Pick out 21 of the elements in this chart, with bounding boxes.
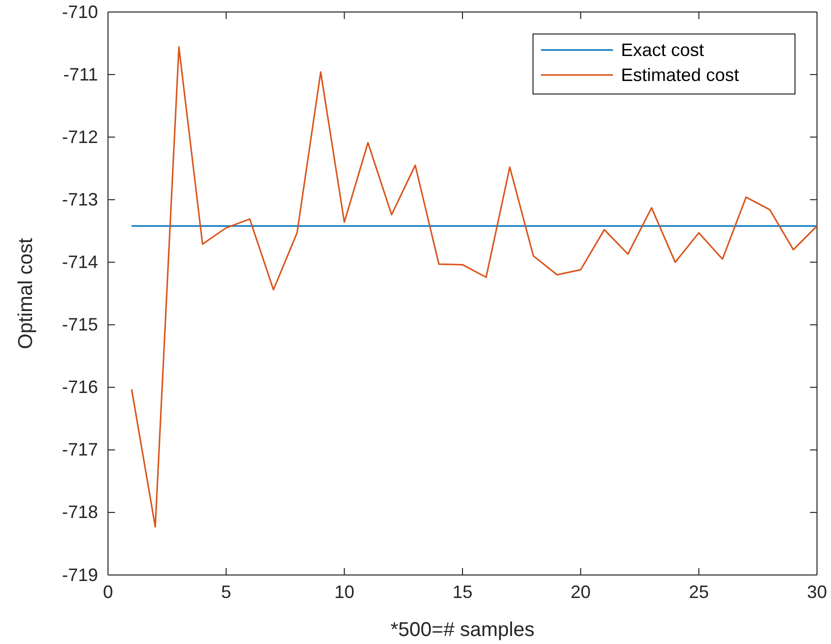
x-tick-label: 5 xyxy=(221,582,232,602)
x-tick-label: 30 xyxy=(806,582,828,602)
y-tick-label: -717 xyxy=(62,440,98,460)
y-tick-label: -712 xyxy=(62,126,98,147)
x-tick-label: 10 xyxy=(334,582,354,602)
y-tick-label: -713 xyxy=(62,189,98,210)
y-tick-label: -718 xyxy=(62,502,98,522)
y-tick-label: -711 xyxy=(63,64,98,84)
x-tick-label: 0 xyxy=(102,582,114,602)
x-tick-label: 20 xyxy=(570,582,591,602)
y-axis-title: Optimal cost xyxy=(15,237,37,350)
legend-label: Exact cost xyxy=(621,40,704,60)
x-tick-label: 15 xyxy=(452,582,473,602)
y-tick-label: -710 xyxy=(62,2,98,22)
x-axis-title: *500=# samples xyxy=(390,619,534,641)
y-tick-label: -716 xyxy=(62,377,98,398)
y-tick-label: -719 xyxy=(62,564,98,585)
y-tick-label: -714 xyxy=(62,252,98,272)
y-tick-label: -715 xyxy=(62,314,98,335)
legend-label: Estimated cost xyxy=(621,65,740,85)
x-tick-label: 25 xyxy=(688,582,709,602)
